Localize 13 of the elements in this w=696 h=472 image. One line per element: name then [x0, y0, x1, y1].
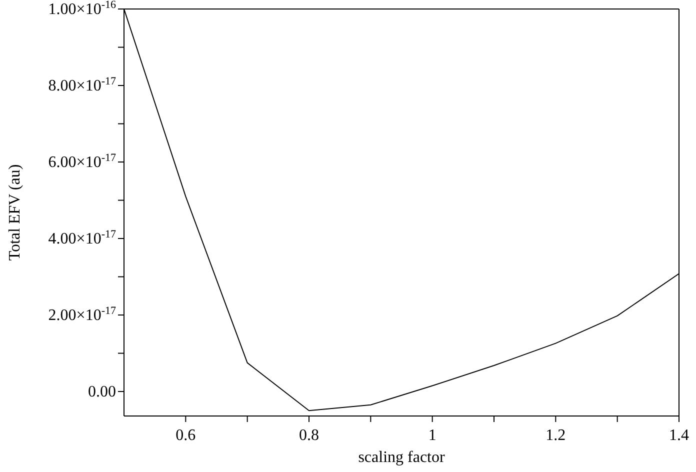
x-tick-label: 0.6	[176, 427, 196, 444]
x-tick-label: 0.8	[299, 427, 319, 444]
y-tick-label: 1.00×10$^{-16}$	[48, 0, 116, 18]
x-tick-label: 1	[428, 427, 436, 444]
x-axis-title: scaling factor	[358, 449, 446, 466]
x-tick-label: 1.2	[546, 427, 566, 444]
y-tick-label: 2.00×10$^{-17}$	[48, 305, 116, 324]
x-tick-label: 1.4	[669, 427, 689, 444]
y-tick-label: 6.00×10$^{-17}$	[48, 152, 116, 172]
y-tick-label: 4.00×10$^{-17}$	[48, 228, 116, 248]
y-tick-label: 0.00	[88, 384, 116, 401]
y-tick-label: 8.00×10$^{-17}$	[48, 76, 116, 95]
y-axis-title: Total EFV (au)	[6, 164, 24, 261]
